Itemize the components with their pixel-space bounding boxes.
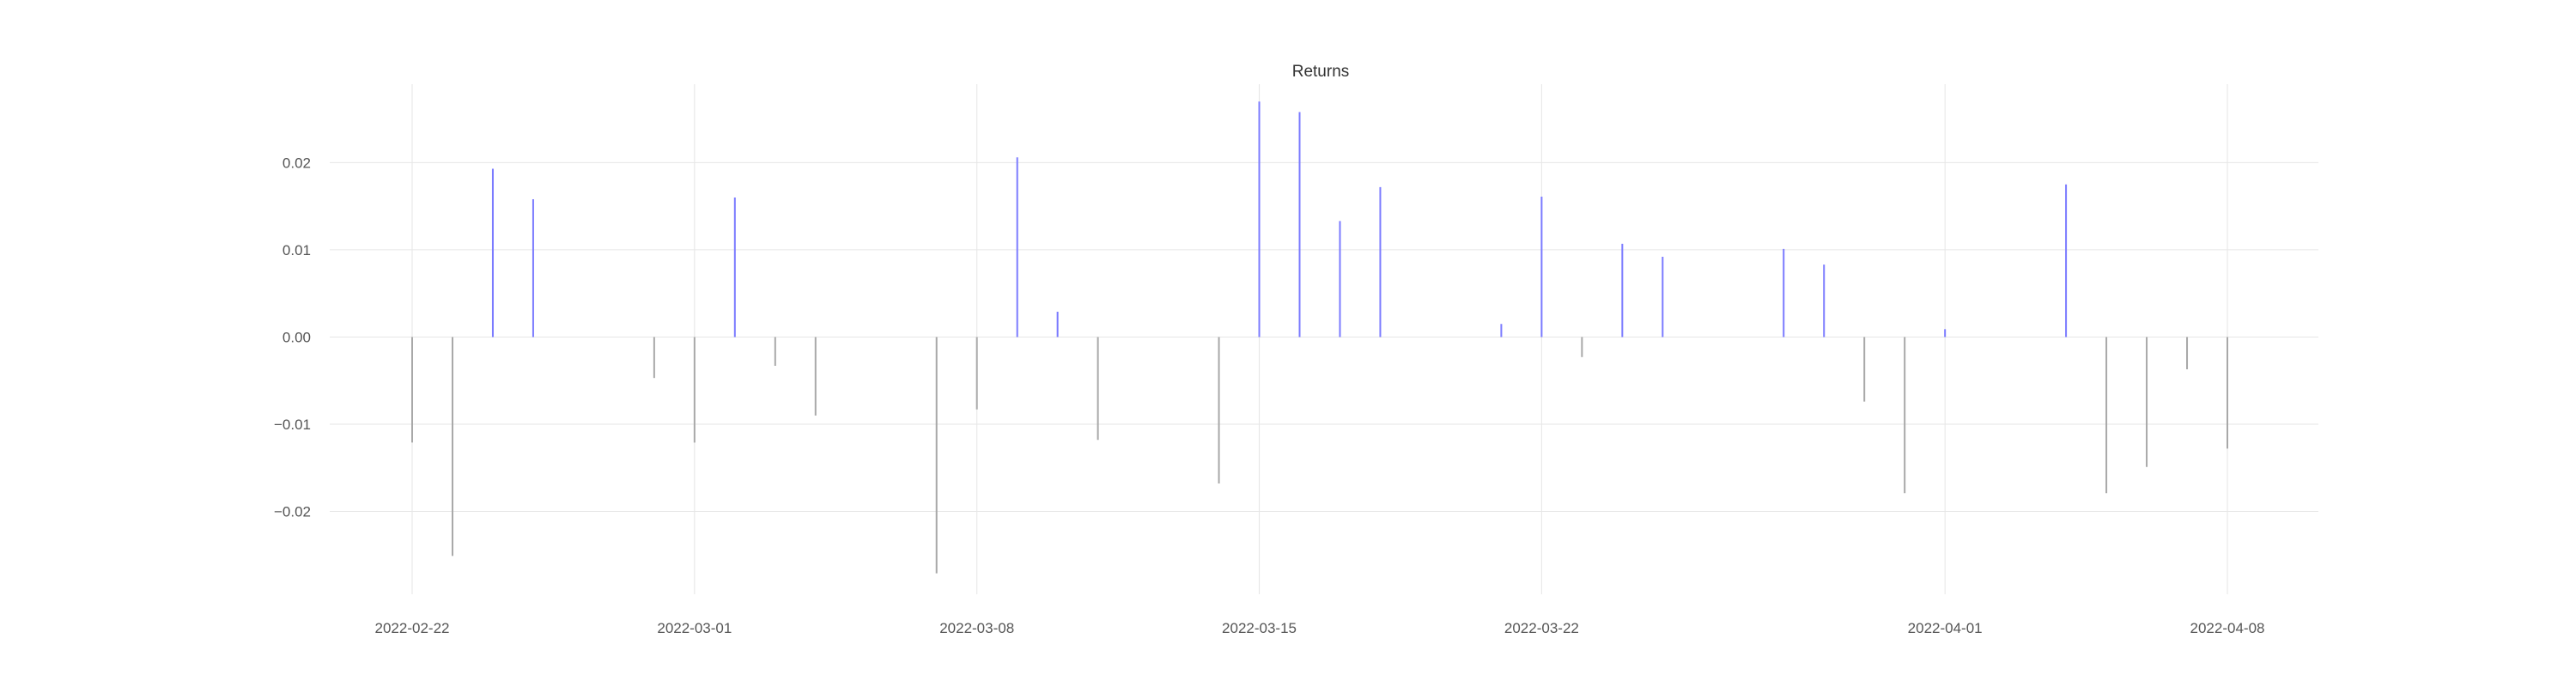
y-tick-label: 0.00: [283, 329, 311, 345]
x-tick-label: 2022-03-08: [939, 620, 1014, 636]
x-tick-label: 2022-03-15: [1222, 620, 1297, 636]
chart-title: Returns: [1292, 63, 1350, 81]
x-tick-label: 2022-02-22: [375, 620, 450, 636]
x-axis-ticks: 2022-02-22 2022-03-01 2022-03-08 2022-03-15…: [375, 620, 2265, 636]
y-tick-label: −0.01: [274, 416, 311, 433]
y-tick-label: 0.01: [283, 242, 311, 258]
x-tick-label: 2022-03-01: [657, 620, 732, 636]
x-tick-label: 2022-04-01: [1908, 620, 1983, 636]
x-tick-label: 2022-04-08: [2190, 620, 2265, 636]
y-axis-ticks: −0.02 −0.01 0.00 0.01 0.02: [274, 155, 311, 520]
x-tick-label: 2022-03-22: [1504, 620, 1579, 636]
y-tick-label: −0.02: [274, 504, 311, 520]
y-tick-label: 0.02: [283, 155, 311, 171]
bars: [411, 101, 2228, 574]
grid: [330, 84, 2318, 594]
